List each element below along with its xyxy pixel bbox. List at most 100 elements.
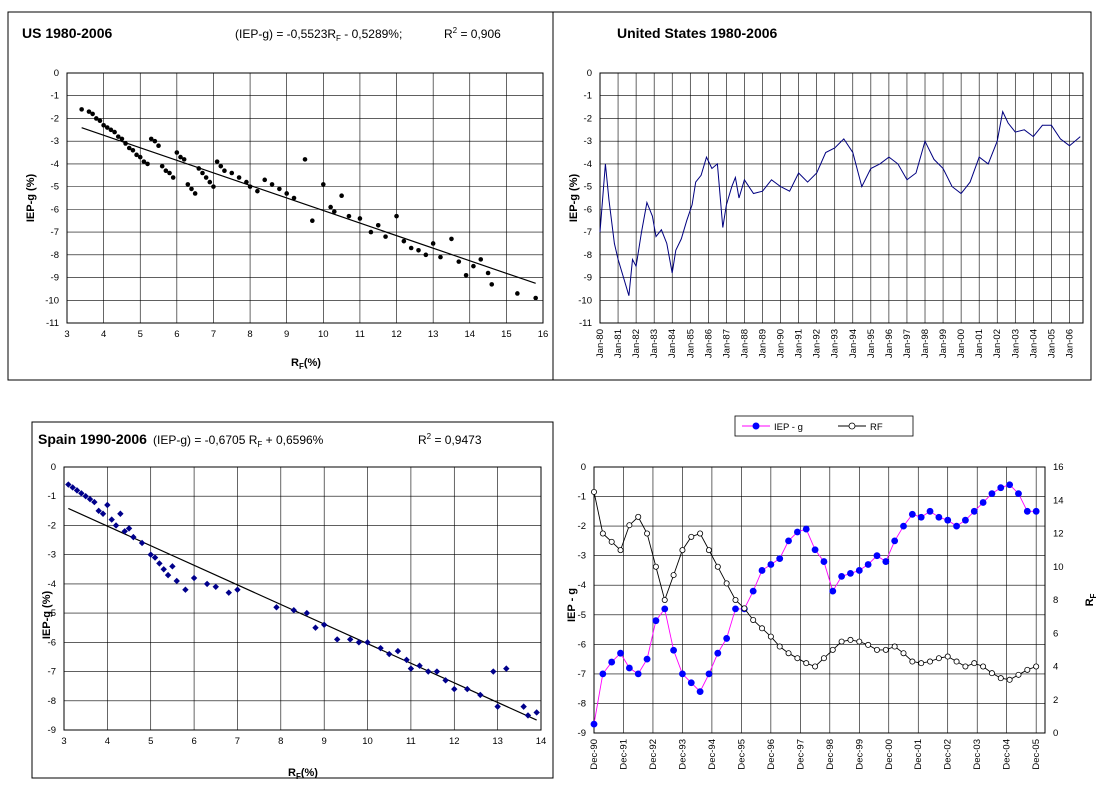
data-point bbox=[873, 552, 881, 560]
x-tick-label: Dec-90 bbox=[589, 739, 600, 770]
data-point bbox=[847, 570, 854, 577]
y-tick-label: -3 bbox=[578, 551, 586, 562]
data-point bbox=[174, 150, 180, 155]
data-point bbox=[207, 179, 213, 185]
x-tick-label: Jan-83 bbox=[649, 329, 660, 358]
data-point bbox=[449, 236, 454, 242]
data-point bbox=[758, 567, 766, 574]
data-point bbox=[908, 510, 916, 518]
y-tick-label: -4 bbox=[578, 580, 586, 591]
data-point bbox=[608, 658, 616, 666]
data-point bbox=[167, 170, 172, 176]
x-tick-label: Jan-98 bbox=[920, 329, 931, 358]
x-tick-label: 10 bbox=[318, 329, 329, 340]
y-tick-label: -11 bbox=[579, 318, 592, 329]
data-point bbox=[679, 547, 686, 554]
x-tick-label: 3 bbox=[64, 329, 69, 340]
y-tick-label: -6 bbox=[578, 639, 586, 650]
spain-dual-plot: 0 -1 -2 -3 -4 -5 -6 -7 -8 -9 16 14 12 10 8 6 4 2 0 Dec-90 De… bbox=[578, 462, 1064, 770]
x-tick-label: 4 bbox=[101, 329, 106, 340]
data-point bbox=[617, 649, 624, 657]
data-point bbox=[909, 658, 916, 665]
data-point bbox=[408, 245, 414, 251]
y2-tick-label: 14 bbox=[1053, 495, 1064, 506]
x-tick-label: Dec-95 bbox=[736, 739, 747, 770]
x-tick-label: 9 bbox=[284, 329, 289, 340]
data-point bbox=[173, 577, 180, 585]
spain-scatter-r2: R2 = 0,9473 bbox=[418, 432, 482, 447]
data-point bbox=[123, 141, 128, 146]
data-point bbox=[688, 533, 695, 540]
y-tick-label: -3 bbox=[584, 136, 592, 147]
data-point bbox=[988, 670, 995, 677]
data-point bbox=[917, 513, 925, 521]
x-tick-label: 7 bbox=[211, 329, 216, 340]
data-point bbox=[442, 677, 449, 684]
y-tick-label: -1 bbox=[584, 91, 592, 102]
data-point bbox=[478, 257, 484, 262]
data-point bbox=[882, 646, 889, 653]
data-point bbox=[626, 522, 633, 529]
data-point bbox=[741, 605, 748, 612]
data-point bbox=[1006, 481, 1014, 489]
x-tick-label: Jan-84 bbox=[667, 329, 678, 358]
data-point bbox=[79, 107, 84, 112]
data-point bbox=[152, 138, 158, 144]
spain-dual-ylabel: IEP - g bbox=[566, 588, 578, 622]
x-tick-label: 12 bbox=[391, 329, 402, 340]
data-point bbox=[86, 495, 94, 503]
x-tick-label: Jan-81 bbox=[613, 329, 624, 358]
y-tick-label: -5 bbox=[51, 182, 59, 193]
y-tick-label: -8 bbox=[578, 698, 586, 709]
x-tick-label: Dec-94 bbox=[707, 739, 718, 770]
data-point bbox=[935, 655, 942, 662]
data-point bbox=[433, 668, 441, 675]
y-tick-label: -9 bbox=[48, 725, 56, 736]
data-point bbox=[1033, 663, 1040, 670]
data-point bbox=[456, 259, 462, 264]
x-tick-label: Dec-99 bbox=[854, 739, 865, 770]
x-tick-label: Jan-80 bbox=[595, 329, 606, 358]
data-point bbox=[935, 513, 943, 521]
data-point bbox=[262, 177, 268, 183]
x-tick-label: 16 bbox=[538, 329, 549, 340]
data-point bbox=[477, 691, 484, 699]
x-tick-label: Dec-92 bbox=[648, 739, 659, 770]
data-point bbox=[1024, 666, 1031, 673]
data-point bbox=[218, 163, 224, 169]
data-point bbox=[661, 597, 668, 604]
data-point bbox=[156, 143, 161, 149]
x-tick-label: 4 bbox=[105, 736, 110, 747]
data-point bbox=[328, 204, 333, 210]
data-point bbox=[357, 216, 363, 221]
us-scatter-ylabel: IEP-g (%) bbox=[25, 174, 37, 223]
data-point bbox=[471, 263, 476, 269]
data-point bbox=[776, 643, 783, 650]
data-point bbox=[377, 644, 384, 652]
data-point bbox=[130, 147, 136, 153]
x-tick-label: Jan-94 bbox=[848, 329, 859, 358]
data-point bbox=[463, 272, 469, 278]
x-tick-label: 14 bbox=[464, 329, 475, 340]
us-timeseries-title: United States 1980-2006 bbox=[617, 25, 778, 41]
x-tick-label: 5 bbox=[148, 736, 153, 747]
spain-scatter-panel: Spain 1990-2006 (IEP-g) = -0,6705 RF + 0… bbox=[31, 421, 554, 781]
y-tick-label: -7 bbox=[51, 227, 59, 238]
data-point bbox=[101, 122, 106, 128]
data-point bbox=[269, 182, 275, 187]
data-point bbox=[117, 510, 124, 517]
data-point bbox=[714, 649, 722, 657]
spain-scatter-border bbox=[31, 421, 554, 779]
x-tick-label: Dec-02 bbox=[943, 739, 954, 770]
data-point bbox=[181, 157, 187, 162]
x-tick-label: 11 bbox=[355, 329, 365, 340]
data-point bbox=[407, 665, 415, 672]
data-point bbox=[108, 516, 115, 523]
data-point bbox=[882, 558, 890, 565]
data-point bbox=[291, 195, 297, 201]
data-point bbox=[225, 589, 232, 596]
data-point bbox=[346, 213, 352, 219]
x-tick-label: Dec-00 bbox=[884, 739, 895, 770]
data-point bbox=[464, 685, 471, 693]
data-point bbox=[652, 617, 660, 625]
